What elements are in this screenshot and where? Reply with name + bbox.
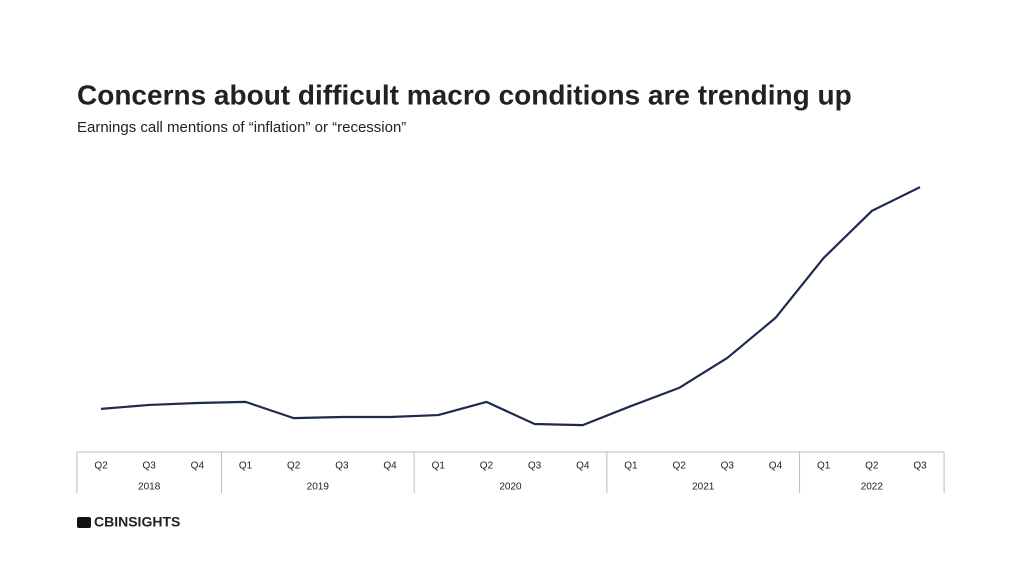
brand-logo <box>77 517 91 528</box>
x-tick-label: Q2 <box>865 461 879 472</box>
x-tick-label: Q1 <box>624 461 638 472</box>
brand-text: CBINSIGHTS <box>94 514 180 530</box>
x-group-label: 2018 <box>138 482 161 493</box>
x-tick-label: Q3 <box>721 461 735 472</box>
x-tick-label: Q4 <box>576 461 590 472</box>
x-group-label: 2022 <box>861 482 884 493</box>
x-tick-label: Q3 <box>913 461 927 472</box>
x-tick-label: Q4 <box>769 461 783 472</box>
x-tick-label: Q2 <box>287 461 301 472</box>
x-tick-label: Q3 <box>528 461 542 472</box>
x-group-label: 2021 <box>692 482 715 493</box>
x-group-label: 2020 <box>499 482 522 493</box>
x-tick-label: Q4 <box>191 461 205 472</box>
chart-title: Concerns about difficult macro condition… <box>77 79 852 110</box>
line <box>100 186 921 427</box>
x-tick-label: Q1 <box>432 461 446 472</box>
x-tick-label: Q3 <box>143 461 157 472</box>
chart-subtitle: Earnings call mentions of “inflation” or… <box>77 119 406 136</box>
x-tick-label: Q1 <box>817 461 831 472</box>
x-tick-label: Q2 <box>672 461 686 472</box>
x-tick-label: Q3 <box>335 461 349 472</box>
x-group-label: 2019 <box>307 482 330 493</box>
x-tick-label: Q4 <box>383 461 397 472</box>
x-tick-label: Q1 <box>239 461 253 472</box>
x-tick-label: Q2 <box>94 461 108 472</box>
x-tick-label: Q2 <box>480 461 494 472</box>
